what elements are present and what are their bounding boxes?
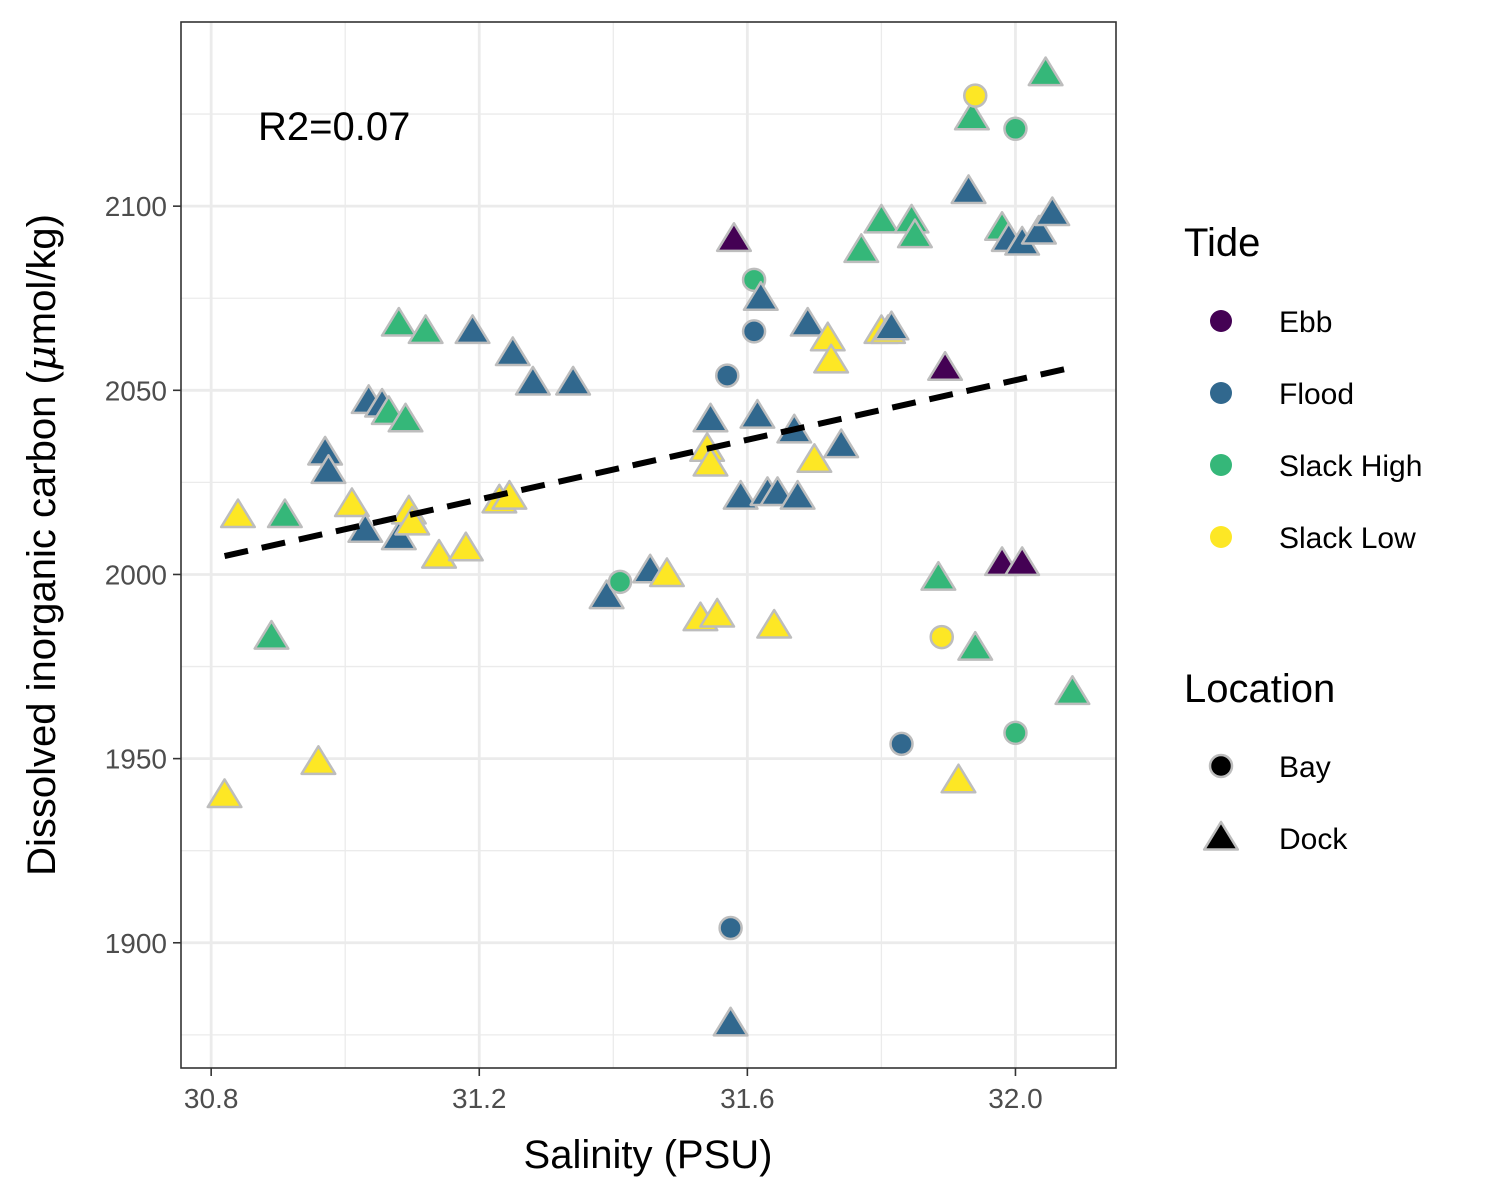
axes: 30.8 31.2 31.6 32.0 1900 1950 2000 2050 2100 [105, 191, 1043, 1114]
x-tick-label: 31.6 [720, 1083, 775, 1114]
legend-label-dock: Dock [1279, 823, 1348, 856]
data-point-flood-dock [739, 398, 776, 429]
data-point-flood-dock [823, 428, 860, 459]
x-axis-title: Salinity (PSU) [524, 1133, 773, 1177]
data-point-slack-high-dock [1027, 56, 1064, 87]
y-tick-label: 2000 [105, 559, 167, 590]
y-axis-title-main: Dissolved inorganic carbon ( [20, 371, 64, 876]
data-point-slack-low-bay [962, 83, 988, 108]
data-point-slack-low-dock [420, 538, 458, 569]
data-point-slack-low-dock [300, 745, 337, 776]
legend-label-bay: Bay [1279, 751, 1331, 784]
data-point-flood-dock [555, 365, 592, 396]
legend-key-slack-high [1210, 454, 1232, 476]
y-tick-label: 1900 [105, 928, 167, 959]
data-point-flood-dock [454, 314, 491, 345]
data-point-slack-low-dock [796, 443, 833, 474]
data-point-slack-high-dock [253, 619, 290, 650]
data-point-flood-dock [950, 174, 987, 205]
data-point-slack-high-dock [1054, 675, 1091, 706]
legend-tide-title: Tide [1184, 221, 1260, 265]
data-point-ebb-dock [927, 350, 964, 381]
data-point-slack-high-bay [1003, 116, 1028, 142]
legend-key-flood [1210, 382, 1232, 404]
data-point-ebb-dock [715, 222, 753, 253]
data-point-slack-low-dock [447, 531, 484, 562]
legend-location-title: Location [1184, 667, 1335, 711]
r2-annotation: R2=0.07 [258, 105, 410, 149]
data-point-slack-high-dock [266, 498, 303, 529]
legend-key-slack-low [1210, 526, 1232, 548]
data-point-slack-high-dock [407, 314, 444, 345]
y-axis-title: Dissolved inorganic carbon (μmol/kg) [19, 214, 65, 876]
x-tick-label: 32.0 [988, 1083, 1043, 1114]
data-point-flood-dock [722, 479, 759, 510]
data-point-flood-dock [1034, 196, 1071, 227]
data-point-flood-dock [310, 454, 347, 485]
data-point-slack-high-bay [1003, 720, 1028, 746]
y-tick-label: 1950 [105, 744, 167, 775]
data-point-slack-low-dock [206, 778, 243, 809]
data-point-slack-high-dock [953, 100, 990, 131]
trendline [223, 365, 1070, 559]
legend-key-bay [1208, 753, 1234, 779]
data-point-slack-low-dock [813, 343, 850, 374]
data-point-flood-dock [742, 280, 779, 312]
data-point-flood-bay [889, 731, 914, 757]
legend-tide-entries: Ebb Flood Slack High Slack Low [1210, 306, 1422, 555]
legend-key-ebb [1210, 310, 1232, 332]
data-point-ebb-dock [1004, 546, 1041, 577]
legend-label-slack-low: Slack Low [1279, 522, 1416, 555]
y-axis-title-mu: μ [19, 345, 65, 371]
data-points [206, 56, 1091, 1037]
data-point-flood-dock [789, 306, 826, 337]
legend-label-slack-high: Slack High [1279, 450, 1422, 483]
data-point-slack-low-dock [940, 763, 977, 794]
data-point-slack-high-dock [380, 306, 417, 337]
data-point-slack-low-dock [648, 557, 685, 588]
data-point-flood-bay [718, 915, 743, 941]
data-point-slack-low-dock [333, 487, 370, 518]
data-point-flood-dock [1020, 214, 1057, 245]
legend: Tide Ebb Flood Slack High Slack Low Locatio… [1184, 221, 1422, 856]
legend-label-ebb: Ebb [1279, 306, 1332, 339]
data-point-slack-low-dock [219, 498, 257, 529]
legend-key-dock [1202, 820, 1240, 851]
y-tick-label: 2050 [105, 375, 167, 406]
legend-label-flood: Flood [1279, 378, 1354, 411]
data-point-slack-low-dock [394, 505, 431, 536]
x-tick-label: 31.2 [452, 1083, 507, 1114]
plot-panel [181, 22, 1116, 1068]
data-point-slack-high-dock [863, 203, 900, 234]
y-tick-label: 2100 [105, 191, 167, 222]
y-axis-title-unit: mol/kg) [20, 214, 64, 345]
data-point-flood-dock [588, 579, 625, 610]
data-point-slack-high-dock [957, 630, 994, 661]
trendline-layer [223, 365, 1070, 559]
data-point-slack-high-bay [607, 569, 633, 595]
legend-location-entries: Bay Dock [1202, 751, 1348, 856]
data-point-flood-bay [741, 319, 767, 344]
data-point-slack-high-dock [843, 233, 880, 264]
data-point-flood-dock [712, 1006, 749, 1037]
data-point-slack-low-bay [929, 624, 954, 650]
data-point-flood-bay [715, 363, 740, 388]
grid [181, 22, 1116, 1068]
data-point-flood-dock [873, 310, 910, 341]
data-point-flood-dock [514, 365, 551, 396]
data-point-flood-dock [779, 479, 816, 510]
data-point-slack-low-dock [692, 446, 729, 477]
data-point-slack-high-dock [920, 560, 957, 591]
data-point-slack-high-dock [387, 402, 424, 433]
data-point-slack-low-dock [756, 608, 793, 639]
data-point-slack-low-dock [699, 597, 736, 628]
plot-border [180, 21, 1117, 1069]
data-point-slack-high-dock [896, 218, 933, 249]
x-tick-label: 30.8 [184, 1083, 239, 1114]
data-point-flood-dock [692, 402, 729, 433]
data-point-flood-dock [494, 336, 531, 367]
